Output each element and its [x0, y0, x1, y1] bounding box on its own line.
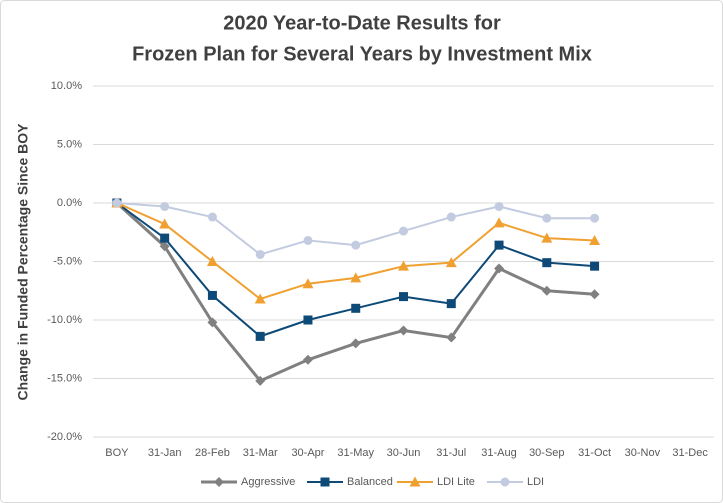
- x-tick-label: 31-May: [337, 447, 374, 459]
- x-tick-label: 30-Sep: [529, 447, 564, 459]
- y-tick-label: -20.0%: [47, 431, 82, 443]
- data-point: [303, 235, 313, 245]
- data-point: [112, 198, 122, 208]
- data-point: [398, 260, 409, 271]
- legend-marker: [320, 477, 330, 487]
- y-axis-label: Change in Funded Percentage Since BOY: [15, 123, 31, 401]
- data-point: [302, 354, 313, 365]
- x-tick-label: 30-Nov: [625, 447, 661, 459]
- data-point: [255, 249, 265, 259]
- x-tick-label: 31-Dec: [672, 447, 708, 459]
- legend-label: LDI Lite: [437, 476, 475, 488]
- chart-title: 2020 Year-to-Date Results for: [223, 12, 501, 34]
- data-point: [351, 240, 361, 250]
- data-point: [160, 233, 170, 243]
- data-point: [207, 212, 217, 222]
- data-point: [494, 202, 504, 212]
- data-point: [302, 278, 314, 289]
- data-point: [445, 257, 457, 268]
- data-point: [255, 375, 266, 386]
- data-point: [446, 299, 456, 309]
- x-tick-label: 30-Apr: [291, 447, 324, 459]
- data-point: [303, 315, 313, 325]
- data-point: [350, 338, 361, 349]
- y-tick-label: 0.0%: [57, 197, 82, 209]
- data-point: [255, 331, 265, 341]
- legend-label: Balanced: [347, 476, 393, 488]
- x-tick-label: BOY: [105, 447, 129, 459]
- data-point: [494, 263, 505, 274]
- data-point: [446, 212, 456, 222]
- y-tick-label: 10.0%: [51, 80, 82, 92]
- legend-marker: [500, 477, 510, 487]
- legend-marker: [214, 477, 224, 487]
- data-point: [351, 303, 361, 313]
- data-point: [494, 240, 504, 250]
- data-point: [159, 241, 170, 252]
- legend-label: Aggressive: [241, 476, 295, 488]
- data-point: [542, 258, 552, 268]
- legend-marker: [409, 476, 421, 487]
- data-point: [398, 325, 409, 336]
- data-point: [590, 213, 600, 223]
- x-tick-label: 31-Mar: [243, 447, 278, 459]
- legend-label: LDI: [527, 476, 544, 488]
- data-point: [590, 261, 600, 271]
- x-tick-label: 31-Jul: [436, 447, 466, 459]
- data-point: [207, 290, 217, 300]
- data-point: [542, 213, 552, 223]
- data-point: [446, 332, 457, 343]
- data-point: [589, 234, 601, 245]
- y-tick-label: 5.0%: [57, 138, 82, 150]
- data-point: [254, 293, 266, 304]
- data-point: [206, 256, 218, 266]
- data-point: [207, 317, 218, 328]
- x-tick-label: 28-Feb: [195, 447, 230, 459]
- x-tick-label: 31-Oct: [578, 447, 611, 459]
- data-point: [399, 226, 408, 236]
- data-point: [160, 202, 170, 212]
- data-point: [350, 272, 362, 283]
- data-point: [541, 232, 553, 243]
- data-point: [541, 285, 552, 296]
- data-point: [589, 289, 600, 300]
- y-tick-label: -10.0%: [47, 314, 82, 326]
- x-tick-label: 30-Jun: [387, 447, 421, 459]
- y-tick-label: -15.0%: [47, 372, 82, 384]
- x-tick-label: 31-Aug: [481, 447, 516, 459]
- chart-title: Frozen Plan for Several Years by Investm…: [132, 43, 592, 65]
- y-tick-label: -5.0%: [53, 255, 82, 267]
- data-point: [159, 218, 171, 229]
- data-point: [399, 292, 408, 302]
- data-point: [493, 217, 505, 228]
- x-tick-label: 31-Jan: [148, 447, 182, 459]
